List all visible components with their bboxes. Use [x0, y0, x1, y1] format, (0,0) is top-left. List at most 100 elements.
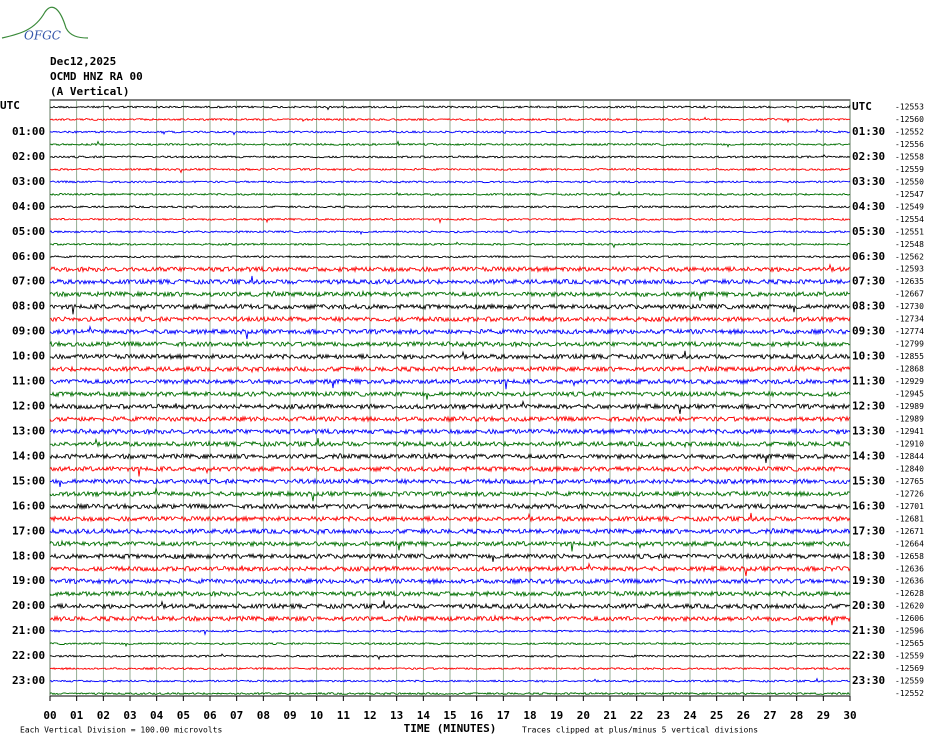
- x-tick-label: 25: [710, 709, 723, 722]
- x-tick-label: 23: [657, 709, 670, 722]
- left-time-label: 12:00: [12, 400, 45, 413]
- left-time-label: 03:00: [12, 175, 45, 188]
- offset-label: -12552: [895, 127, 924, 136]
- x-tick-label: 28: [790, 709, 803, 722]
- right-time-label: 14:30: [852, 449, 885, 462]
- offset-label: -12550: [895, 177, 924, 186]
- x-tick-label: 14: [417, 709, 431, 722]
- left-time-label: 02:00: [12, 150, 45, 163]
- trace: [49, 116, 851, 124]
- x-axis-title: TIME (MINUTES): [404, 722, 497, 735]
- trace: [49, 427, 851, 436]
- x-tick-label: 10: [310, 709, 323, 722]
- left-time-label: 09:00: [12, 325, 45, 338]
- x-tick-label: 16: [470, 709, 484, 722]
- trace: [49, 562, 851, 577]
- offset-label: -12569: [895, 664, 924, 673]
- trace: [49, 104, 851, 111]
- right-time-label: 17:30: [852, 524, 885, 537]
- offset-label: -12989: [895, 415, 924, 424]
- offset-label: -12667: [895, 290, 924, 299]
- offset-label: -12554: [895, 215, 924, 224]
- clip-note: Traces clipped at plus/minus 5 vertical …: [522, 726, 758, 735]
- offset-label: -12701: [895, 502, 924, 511]
- left-time-label: 14:00: [12, 449, 45, 462]
- offset-label: -12548: [895, 240, 924, 249]
- left-time-label: 21:00: [12, 624, 45, 637]
- trace: [49, 614, 851, 626]
- left-time-label: 11:00: [12, 375, 45, 388]
- x-tick-label: 15: [443, 709, 456, 722]
- right-time-label: 08:30: [852, 300, 885, 313]
- trace: [49, 539, 851, 552]
- offset-label: -12562: [895, 252, 924, 261]
- offset-label: -12844: [895, 452, 924, 461]
- right-time-label: 02:30: [852, 150, 885, 163]
- offset-label: -12658: [895, 552, 924, 561]
- right-time-label: 21:30: [852, 624, 885, 637]
- left-time-label: 19:00: [12, 574, 45, 587]
- x-tick-label: 19: [550, 709, 563, 722]
- left-time-label: 04:00: [12, 200, 45, 213]
- offset-label: -12868: [895, 365, 924, 374]
- trace: [49, 315, 851, 324]
- left-time-label: 01:00: [12, 125, 45, 138]
- trace: [49, 552, 851, 562]
- left-time-label: 18:00: [12, 549, 45, 562]
- offset-label: -12726: [895, 489, 924, 498]
- trace: [49, 241, 851, 249]
- offset-label: -12565: [895, 639, 924, 648]
- x-tick-label: 11: [337, 709, 351, 722]
- trace: [49, 230, 850, 236]
- x-tick-label: 04: [150, 709, 164, 722]
- right-time-label: 07:30: [852, 275, 885, 288]
- offset-label: -12799: [895, 340, 924, 349]
- offset-label: -12559: [895, 652, 924, 661]
- right-time-label: 19:30: [852, 574, 885, 587]
- offset-label: -12559: [895, 165, 924, 174]
- trace: [49, 263, 851, 274]
- trace: [49, 217, 851, 224]
- offset-label: -12681: [895, 514, 924, 523]
- offset-label: -12620: [895, 602, 924, 611]
- offset-label: -12929: [895, 377, 924, 386]
- trace: [49, 527, 851, 536]
- x-tick-label: 29: [817, 709, 830, 722]
- trace: [49, 451, 851, 464]
- trace: [49, 302, 851, 315]
- right-time-label: 16:30: [852, 499, 885, 512]
- trace: [49, 154, 851, 159]
- offset-label: -12549: [895, 202, 924, 211]
- trace: [49, 324, 851, 340]
- trace: [49, 589, 851, 598]
- left-time-label: 17:00: [12, 524, 45, 537]
- trace: [49, 691, 851, 696]
- offset-label: -12635: [895, 277, 924, 286]
- offset-label: -12606: [895, 614, 924, 623]
- left-time-label: 22:00: [12, 649, 45, 662]
- x-tick-label: 24: [683, 709, 697, 722]
- component: (A Vertical): [50, 85, 129, 98]
- trace: [49, 140, 851, 148]
- x-tick-label: 12: [363, 709, 376, 722]
- trace: [49, 390, 851, 400]
- x-tick-label: 30: [843, 709, 856, 722]
- right-time-label: 13:30: [852, 424, 885, 437]
- trace: [49, 128, 851, 136]
- trace: [49, 577, 851, 586]
- logo-curve: [1, 6, 89, 39]
- right-time-label: 18:30: [852, 549, 885, 562]
- right-time-label: 11:30: [852, 375, 885, 388]
- x-tick-label: 00: [43, 709, 56, 722]
- x-tick-label: 13: [390, 709, 403, 722]
- scale-note: Each Vertical Division = 100.00 microvol…: [20, 726, 222, 735]
- right-time-label: 01:30: [852, 125, 885, 138]
- trace: [49, 180, 851, 184]
- left-time-label: 06:00: [12, 250, 45, 263]
- logo: OFGC: [24, 29, 61, 43]
- right-time-label: 04:30: [852, 200, 885, 213]
- left-time-label: 23:00: [12, 674, 45, 687]
- offset-label: -12765: [895, 477, 924, 486]
- offset-label: -12855: [895, 352, 924, 361]
